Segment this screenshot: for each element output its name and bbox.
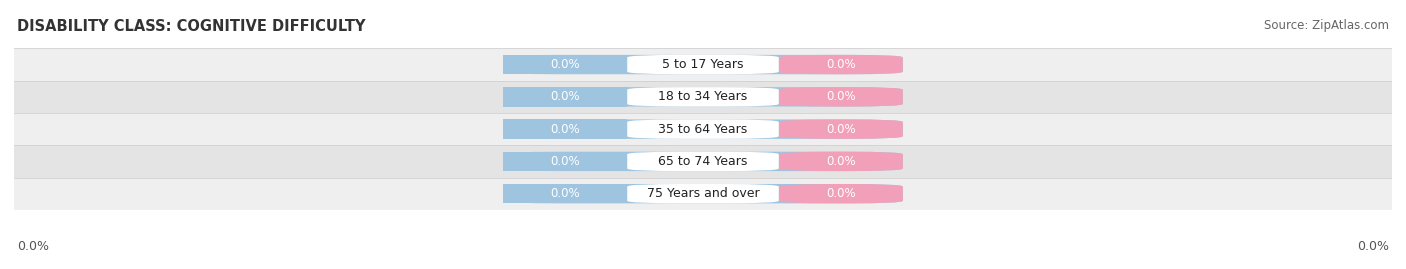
FancyBboxPatch shape bbox=[503, 55, 903, 74]
Text: 0.0%: 0.0% bbox=[550, 155, 581, 168]
Text: 0.0%: 0.0% bbox=[825, 90, 856, 103]
FancyBboxPatch shape bbox=[503, 184, 903, 203]
Text: 0.0%: 0.0% bbox=[825, 155, 856, 168]
Legend: Male, Female: Male, Female bbox=[634, 264, 772, 269]
Bar bbox=[503, 55, 627, 74]
Text: 35 to 64 Years: 35 to 64 Years bbox=[658, 123, 748, 136]
FancyBboxPatch shape bbox=[14, 145, 1392, 178]
Text: 0.0%: 0.0% bbox=[550, 123, 581, 136]
FancyBboxPatch shape bbox=[503, 119, 903, 139]
FancyBboxPatch shape bbox=[627, 184, 779, 203]
Bar bbox=[503, 87, 627, 107]
FancyBboxPatch shape bbox=[627, 87, 779, 107]
Bar bbox=[503, 152, 627, 171]
FancyBboxPatch shape bbox=[503, 87, 903, 107]
Bar bbox=[503, 184, 627, 203]
Text: Source: ZipAtlas.com: Source: ZipAtlas.com bbox=[1264, 19, 1389, 32]
Text: 0.0%: 0.0% bbox=[825, 187, 856, 200]
FancyBboxPatch shape bbox=[627, 55, 779, 74]
Text: 0.0%: 0.0% bbox=[17, 240, 49, 253]
Text: 0.0%: 0.0% bbox=[1357, 240, 1389, 253]
FancyBboxPatch shape bbox=[779, 87, 903, 107]
FancyBboxPatch shape bbox=[14, 48, 1392, 81]
FancyBboxPatch shape bbox=[14, 178, 1392, 210]
Text: 0.0%: 0.0% bbox=[825, 58, 856, 71]
FancyBboxPatch shape bbox=[503, 152, 903, 171]
Text: 5 to 17 Years: 5 to 17 Years bbox=[662, 58, 744, 71]
FancyBboxPatch shape bbox=[627, 119, 779, 139]
Text: 0.0%: 0.0% bbox=[550, 187, 581, 200]
Text: 0.0%: 0.0% bbox=[550, 90, 581, 103]
Bar bbox=[503, 119, 627, 139]
FancyBboxPatch shape bbox=[779, 119, 903, 139]
FancyBboxPatch shape bbox=[779, 184, 903, 203]
FancyBboxPatch shape bbox=[14, 113, 1392, 145]
FancyBboxPatch shape bbox=[779, 152, 903, 171]
Text: DISABILITY CLASS: COGNITIVE DIFFICULTY: DISABILITY CLASS: COGNITIVE DIFFICULTY bbox=[17, 19, 366, 34]
Text: 65 to 74 Years: 65 to 74 Years bbox=[658, 155, 748, 168]
FancyBboxPatch shape bbox=[779, 55, 903, 74]
FancyBboxPatch shape bbox=[14, 81, 1392, 113]
FancyBboxPatch shape bbox=[627, 152, 779, 171]
Text: 0.0%: 0.0% bbox=[550, 58, 581, 71]
Text: 0.0%: 0.0% bbox=[825, 123, 856, 136]
Text: 18 to 34 Years: 18 to 34 Years bbox=[658, 90, 748, 103]
Text: 75 Years and over: 75 Years and over bbox=[647, 187, 759, 200]
